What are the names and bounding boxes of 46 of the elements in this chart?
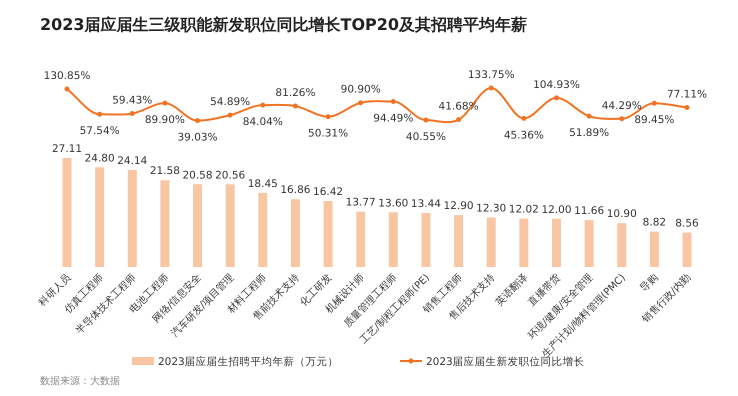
data-label: 54.89% (210, 96, 250, 108)
data-label: 16.86 (280, 184, 311, 196)
data-label: 18.45 (248, 178, 278, 190)
data-label: 104.93% (533, 78, 580, 91)
data-label: 13.77 (346, 196, 376, 209)
legend-label: 2023届应届生招聘平均年薪（万元） (158, 355, 339, 368)
data-label: 27.11 (52, 143, 82, 155)
data-label: 40.55% (406, 131, 446, 144)
data-label: 11.66 (574, 205, 604, 218)
legend: 2023届应届生新发职位同比增长 (400, 356, 585, 368)
data-label: 59.43% (112, 94, 152, 107)
legend-label: 2023届应届生新发职位同比增长 (426, 355, 585, 368)
data-label: 20.56 (215, 169, 246, 182)
title: 2023届应届生三级职能新发职位同比增长TOP20及其招聘平均年薪 (40, 15, 528, 34)
data-label: 81.26% (275, 87, 316, 100)
data-label: 12.30 (476, 202, 506, 215)
data-label: 16.42 (313, 186, 344, 198)
data-label: 89.45% (634, 114, 674, 126)
data-label: 39.03% (178, 132, 218, 144)
data-label: 50.31% (308, 128, 348, 140)
data-label: 84.04% (242, 116, 283, 128)
data-label: 13.60 (378, 197, 408, 210)
data-label: 10.90 (606, 208, 637, 220)
data-label: 12.02 (508, 204, 539, 216)
data-label: 8.56 (675, 218, 700, 230)
legend: 2023届应届生招聘平均年薪（万元） (132, 356, 339, 368)
data-label: 21.58 (150, 165, 180, 178)
x-tick-label: 导购 (638, 272, 660, 294)
data-label: 45.36% (504, 129, 544, 142)
data-label: 130.85% (44, 70, 90, 82)
data-label: 12.00 (541, 204, 572, 216)
annotation: 数据来源：大数据 (40, 376, 120, 387)
data-label: 24.80 (84, 152, 115, 164)
data-label: 20.58 (182, 169, 213, 182)
data-label: 44.29% (602, 100, 642, 112)
data-label: 13.44 (410, 198, 442, 210)
data-label: 51.89% (569, 127, 610, 140)
data-label: 94.49% (373, 112, 414, 125)
data-label: 12.90 (444, 200, 474, 212)
data-label: 89.90% (144, 114, 185, 126)
data-label: 77.11% (666, 88, 708, 100)
data-label: 133.75% (468, 69, 515, 81)
data-label: 24.14 (117, 154, 148, 167)
data-label: 8.82 (642, 216, 666, 229)
data-label: 57.54% (80, 125, 120, 138)
data-label: 90.90% (340, 84, 381, 96)
